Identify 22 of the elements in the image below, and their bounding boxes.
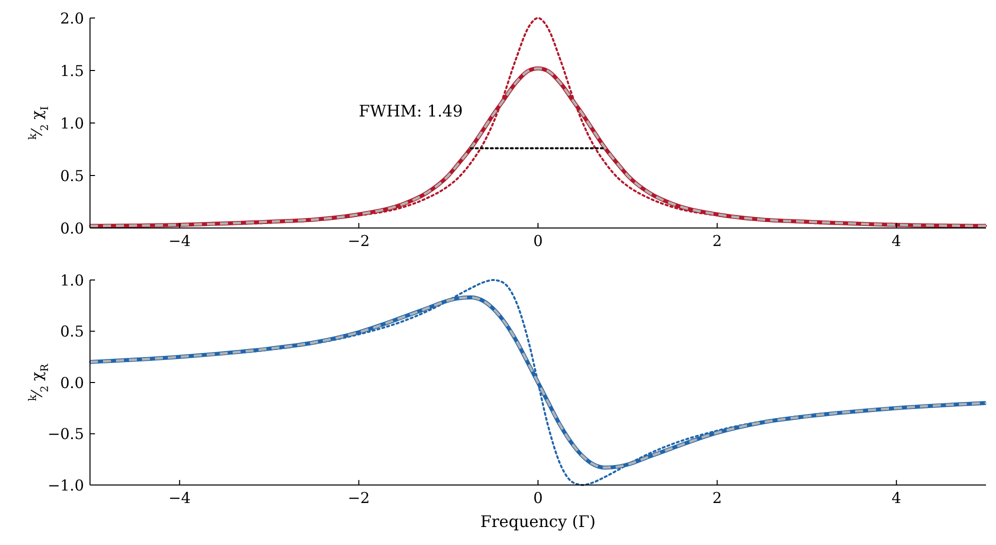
- x-tick-label: 2: [712, 489, 722, 507]
- y-tick-label: 0.5: [60, 322, 84, 340]
- y-tick-label: −0.5: [48, 425, 84, 443]
- x-tick-label: −2: [348, 232, 370, 250]
- y-tick-label: 2.0: [60, 9, 84, 28]
- x-tick-label: 4: [892, 232, 902, 250]
- y-tick-label: 0.0: [60, 219, 84, 238]
- y-tick-label: 0.0: [60, 374, 84, 392]
- y-tick-label: 0.5: [60, 166, 84, 185]
- x-tick-label: −2: [348, 489, 370, 507]
- x-tick-label: −4: [168, 232, 191, 250]
- y-tick-label: 1.0: [60, 271, 84, 290]
- x-tick-label: −4: [168, 489, 191, 507]
- x-tick-label: 4: [892, 489, 902, 507]
- y-tick-label: 1.5: [60, 62, 84, 80]
- annotation: FWHM: 1.49: [358, 102, 463, 121]
- y-tick-label: 1.0: [60, 114, 84, 132]
- x-tick-label: 0: [533, 489, 543, 507]
- x-tick-label: 2: [712, 232, 722, 250]
- y-tick-label: −1.0: [48, 476, 84, 494]
- x-tick-label: 0: [533, 232, 543, 250]
- x-axis-title: Frequency (Γ): [480, 512, 596, 531]
